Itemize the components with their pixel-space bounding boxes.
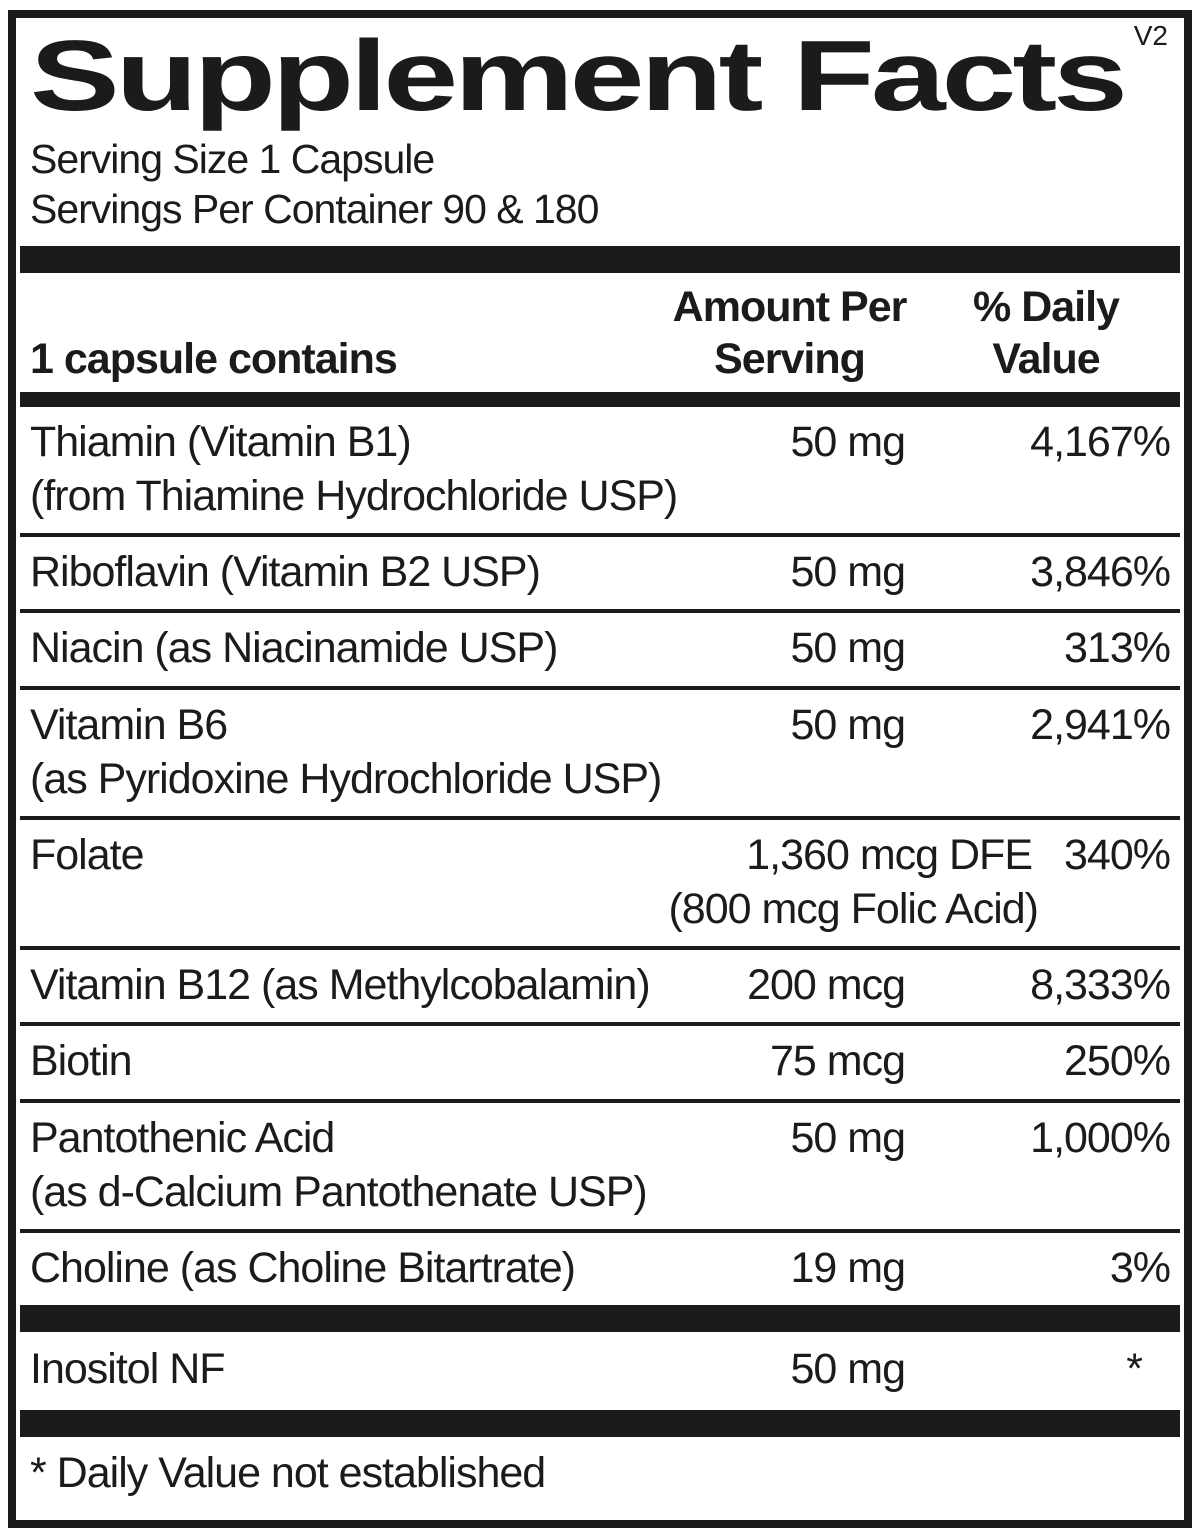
column-header-amount: Amount Per Serving [672, 283, 908, 384]
nutrient-row-niacin: Niacin (as Niacinamide USP) 50 mg 313% [30, 613, 1171, 685]
nutrient-row-choline: Choline (as Choline Bitartrate) 19 mg 3% [30, 1233, 1171, 1305]
nutrient-row-riboflavin: Riboflavin (Vitamin B2 USP) 50 mg 3,846% [30, 537, 1171, 609]
nutrient-row-folate: Folate 1,360 mcg DFE 340% (800 mcg Folic… [30, 820, 1171, 946]
row-divider [20, 1229, 1180, 1233]
nutrient-daily-value: 3% [1109, 1244, 1171, 1292]
panel-title: Supplement Facts [30, 20, 1128, 132]
title-block: Supplement Facts V2 [30, 18, 1170, 134]
nutrient-row-vitamin-b12: Vitamin B12 (as Methylcobalamin) 200 mcg… [30, 950, 1171, 1022]
row-divider [20, 946, 1180, 951]
column-header-contains: 1 capsule contains [30, 335, 398, 384]
nutrient-amount: 50 mg [790, 1345, 906, 1394]
nutrient-amount-detail: (800 mcg Folic Acid) [668, 885, 1039, 934]
column-header-row: 1 capsule contains Amount Per Serving % … [30, 273, 1170, 392]
nutrient-daily-value: 8,333% [1030, 961, 1171, 1010]
nutrient-daily-value: 1,000% [1030, 1113, 1171, 1162]
nutrient-row-thiamin: Thiamin (Vitamin B1) 50 mg 4,167% (from … [30, 407, 1171, 533]
row-divider [20, 1098, 1180, 1103]
nutrient-amount: 50 mg [790, 1113, 906, 1162]
nutrient-amount: 50 mg [790, 417, 906, 466]
nutrient-amount: 19 mg [790, 1244, 906, 1292]
nutrient-row-inositol: Inositol NF 50 mg * [30, 1332, 1170, 1410]
row-divider [20, 609, 1180, 614]
row-divider [20, 1022, 1180, 1027]
nutrient-source: (from Thiamine Hydrochloride USP) [30, 472, 678, 521]
row-divider [20, 685, 1180, 690]
supplement-facts-panel: Supplement Facts V2 Serving Size 1 Capsu… [8, 10, 1192, 1529]
separator-bar-other [20, 1305, 1180, 1333]
nutrient-daily-value: 340% [1064, 830, 1171, 879]
nutrient-source: (as Pyridoxine Hydrochloride USP) [30, 754, 662, 803]
nutrient-daily-value: 3,846% [1030, 548, 1171, 597]
nutrient-row-pantothenic-acid: Pantothenic Acid 50 mg 1,000% (as d-Calc… [30, 1103, 1171, 1229]
servings-per-container: Servings Per Container 90 & 180 [30, 186, 599, 233]
nutrient-row-biotin: Biotin 75 mcg 250% [30, 1026, 1171, 1098]
nutrient-daily-value: 2,941% [1030, 700, 1171, 749]
nutrient-name: Biotin [30, 1037, 133, 1086]
nutrient-name: Vitamin B12 (as Methylcobalamin) [30, 961, 651, 1010]
nutrient-name: Thiamin (Vitamin B1) [30, 417, 412, 466]
separator-bar-footnote [20, 1410, 1180, 1438]
version-tag: V2 [1133, 20, 1168, 51]
nutrient-amount: 75 mcg [769, 1037, 906, 1086]
nutrient-name: Pantothenic Acid [30, 1113, 335, 1162]
nutrient-daily-value: 250% [1064, 1037, 1171, 1086]
separator-bar-header [20, 391, 1180, 407]
column-header-daily-value: % Daily Value [973, 283, 1120, 384]
nutrient-source: (as d-Calcium Pantothenate USP) [30, 1167, 648, 1216]
row-divider [20, 815, 1180, 820]
nutrient-row-vitamin-b6: Vitamin B6 50 mg 2,941% (as Pyridoxine H… [30, 690, 1171, 816]
separator-bar-top [20, 246, 1180, 274]
nutrient-name: Folate [30, 830, 145, 879]
nutrient-amount: 50 mg [790, 700, 906, 749]
nutrient-name: Niacin (as Niacinamide USP) [30, 624, 558, 673]
serving-size: Serving Size 1 Capsule [30, 136, 435, 182]
nutrient-amount: 1,360 mcg DFE [746, 830, 1033, 879]
nutrient-name: Choline (as Choline Bitartrate) [30, 1244, 576, 1292]
nutrient-daily-value: 4,167% [1030, 417, 1171, 466]
nutrient-name: Vitamin B6 [30, 700, 228, 749]
nutrient-name: Riboflavin (Vitamin B2 USP) [30, 548, 541, 597]
daily-value-footnote: * Daily Value not established [30, 1449, 546, 1498]
nutrient-amount: 200 mcg [747, 961, 906, 1010]
nutrient-amount: 50 mg [790, 548, 906, 597]
nutrient-amount: 50 mg [790, 624, 906, 673]
nutrient-daily-value: * [1126, 1345, 1143, 1394]
nutrient-name: Inositol NF [30, 1345, 226, 1394]
row-divider [20, 533, 1180, 538]
nutrient-daily-value: 313% [1064, 624, 1171, 673]
